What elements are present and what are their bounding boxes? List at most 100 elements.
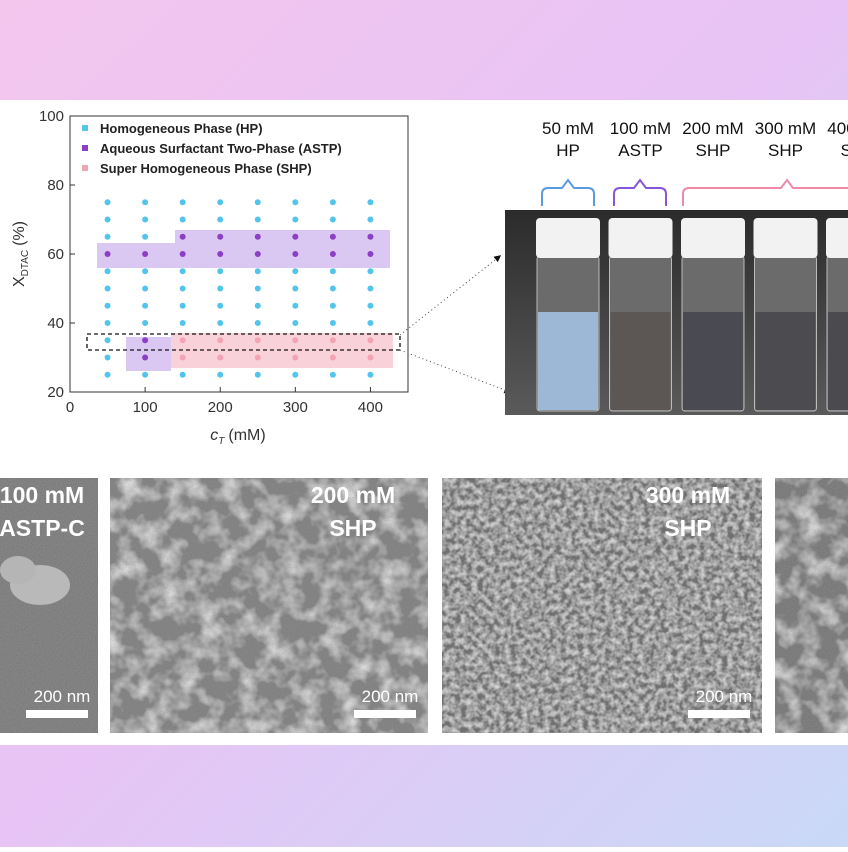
point: [179, 337, 186, 344]
point: [179, 251, 186, 257]
legend-label: Aqueous Surfactant Two-Phase (ASTP): [100, 141, 342, 156]
micrograph-phase: ASTP-C: [0, 515, 85, 541]
point: [367, 354, 374, 361]
plot-frame: [69, 115, 409, 393]
point: [367, 251, 374, 257]
point: [367, 233, 374, 240]
vial-concentration: 100 mM: [610, 119, 671, 138]
vial-phase: SHP: [768, 141, 803, 160]
point: [142, 302, 149, 309]
point: [292, 320, 299, 326]
y-tick-label: 100: [39, 108, 64, 125]
plot: 0 100 200 300 400 20 40 60 80 100 Homogeneous Phas…: [39, 108, 383, 416]
point: [292, 285, 299, 292]
point: [217, 354, 224, 361]
vial-concentration: 200 mM: [682, 119, 743, 138]
point: [142, 268, 149, 275]
point: [142, 216, 149, 223]
point: [367, 320, 374, 326]
scale-bar-label: 200 nm: [34, 687, 91, 706]
point: [104, 337, 111, 344]
x-tick-label: 300: [283, 399, 308, 416]
point: [179, 268, 186, 275]
y-tick-label: 60: [47, 246, 64, 263]
shp-region: [171, 333, 393, 368]
point: [179, 233, 186, 240]
point: [254, 216, 261, 223]
legend-swatch: [82, 125, 88, 131]
point: [217, 302, 224, 309]
point: [104, 354, 111, 361]
point: [142, 320, 149, 326]
point: [254, 302, 261, 309]
point: [104, 302, 111, 309]
point: [217, 371, 224, 378]
point: [329, 199, 336, 206]
x-label-subscript: T: [218, 436, 225, 447]
point: [367, 337, 374, 344]
x-tick-label: 100: [133, 399, 158, 416]
point: [367, 268, 374, 275]
vial-cap: [536, 218, 600, 258]
point: [142, 337, 149, 344]
micrograph-concentration: 200 mM: [311, 482, 395, 508]
y-label-subscript: DTAC: [20, 250, 31, 276]
point: [104, 216, 111, 223]
point: [142, 371, 149, 378]
vial-phase: SHP: [696, 141, 731, 160]
vial-phase: HP: [556, 141, 580, 160]
scale-bar: [26, 710, 88, 718]
point: [142, 354, 149, 361]
bracket: [682, 178, 848, 206]
point: [367, 371, 374, 378]
point: [254, 337, 261, 344]
point: [217, 199, 224, 206]
point: [179, 320, 186, 326]
vial-cap: [826, 218, 848, 258]
vials: 50 mM HP 100 mM ASTP 200 mM SHP 300 mM SHP 400 m…: [536, 119, 848, 412]
bracket: [541, 178, 595, 206]
point: [329, 354, 336, 361]
point: [104, 371, 111, 378]
point: [254, 199, 261, 206]
point: [142, 285, 149, 292]
astp-region: [175, 230, 390, 268]
vial-cap: [681, 218, 745, 258]
point: [179, 216, 186, 223]
point: [179, 285, 186, 292]
point: [254, 320, 261, 326]
point: [104, 285, 111, 292]
x-tick-label: 200: [208, 399, 233, 416]
y-tick-label: 40: [47, 315, 64, 332]
point: [217, 285, 224, 292]
point: [179, 354, 186, 361]
point: [179, 302, 186, 309]
point: [329, 268, 336, 275]
point: [217, 216, 224, 223]
particle: [0, 556, 36, 584]
point: [367, 302, 374, 309]
scale-bar-label: 200 nm: [362, 687, 419, 706]
point: [217, 251, 224, 257]
micrograph-concentration: 100 mM: [0, 482, 84, 508]
point: [329, 216, 336, 223]
point: [254, 285, 261, 292]
point: [329, 371, 336, 378]
point: [254, 233, 261, 240]
vial-liquid: [755, 312, 816, 410]
x-label-unit: (mM): [228, 427, 265, 444]
y-axis-label: XDTAC (%): [11, 221, 31, 287]
point: [367, 199, 374, 206]
micrograph: [775, 478, 848, 733]
y-tick-label: 80: [47, 177, 64, 194]
x-axis-label: cT (mM): [210, 427, 265, 447]
point: [254, 268, 261, 275]
vial-liquid: [683, 312, 743, 410]
y-label-unit: (%): [11, 221, 28, 246]
point: [329, 302, 336, 309]
point: [292, 233, 299, 240]
micrograph: [442, 478, 762, 733]
point: [179, 371, 186, 378]
micrograph-phase: SHP: [329, 515, 376, 541]
point: [329, 251, 336, 257]
